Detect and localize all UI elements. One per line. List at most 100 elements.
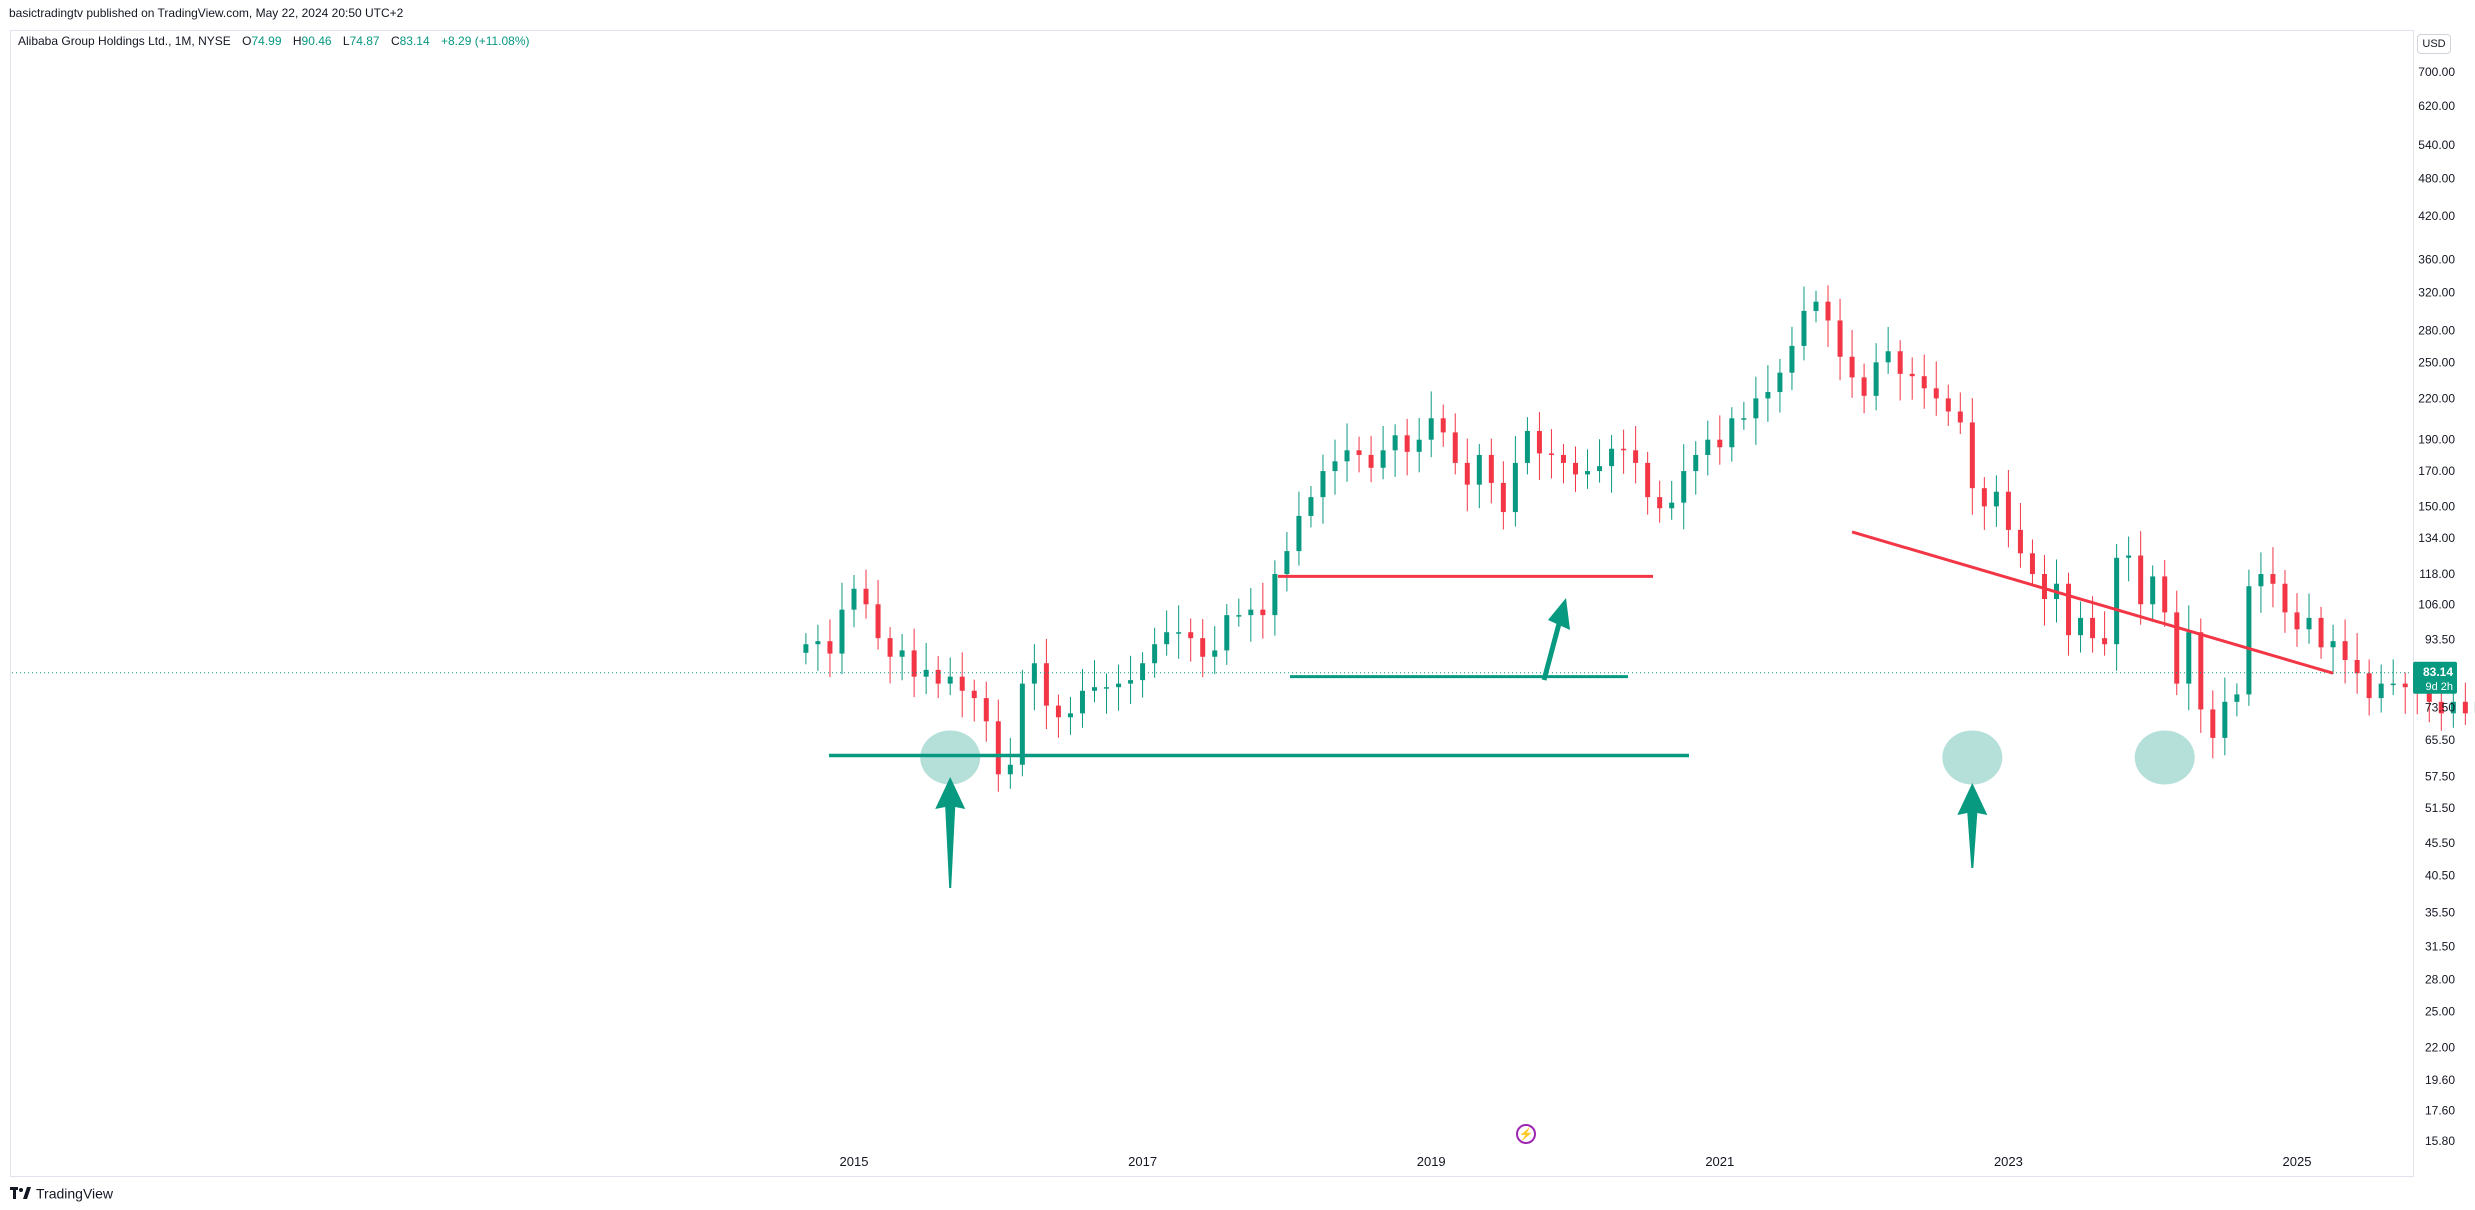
price-tick-label: 220.00	[2418, 391, 2455, 405]
candle-body	[1885, 351, 1891, 363]
price-tick-label: 19.60	[2425, 1073, 2455, 1087]
candle-body	[2366, 673, 2372, 699]
candle-body	[1705, 439, 1711, 455]
price-tick-label: 22.00	[2425, 1041, 2455, 1055]
candle-body	[1969, 422, 1975, 489]
candle-body	[1500, 482, 1506, 513]
candle-body	[1104, 687, 1110, 689]
candle-body	[1212, 650, 1218, 657]
year-tick-label: 2019	[1417, 1154, 1446, 1169]
candle-body	[1092, 687, 1097, 691]
candle-body	[1320, 471, 1326, 498]
price-tick-label: 250.00	[2418, 355, 2455, 369]
candle-body	[2462, 701, 2468, 714]
price-tag-box	[2413, 661, 2457, 694]
candle-body	[2114, 557, 2120, 645]
candle-body	[983, 698, 989, 722]
candle-body	[1344, 450, 1350, 462]
high-value: 90.46	[301, 34, 332, 48]
price-tick-label: 170.00	[2418, 464, 2455, 478]
candle-body	[1729, 418, 1735, 448]
candle-body	[899, 650, 905, 657]
candle-body	[863, 588, 869, 605]
candle-body	[1272, 574, 1278, 616]
price-tick-label: 40.50	[2425, 869, 2455, 883]
price-tick-label: 280.00	[2418, 323, 2455, 337]
candle-body	[1801, 310, 1807, 346]
candle-body	[1224, 615, 1230, 651]
drawings-group	[12, 530, 2412, 888]
price-tick-label: 420.00	[2418, 209, 2455, 223]
candle-body	[1861, 377, 1867, 396]
candle-body	[1645, 462, 1651, 498]
year-tick-label: 2023	[1994, 1154, 2023, 1169]
candle-body	[2210, 709, 2216, 738]
lightning-icon[interactable]: ⚡	[1516, 1124, 1536, 1144]
price-tick-label: 360.00	[2418, 253, 2455, 267]
candle-body	[2390, 683, 2396, 686]
candle-body	[1909, 373, 1915, 377]
year-tick-label: 2021	[1705, 1154, 1734, 1169]
close-value: 83.14	[399, 34, 430, 48]
year-tick-label: 2025	[2283, 1154, 2312, 1169]
highlight-circle	[2134, 730, 2195, 785]
candle-body	[1284, 551, 1290, 575]
candle-body	[1693, 454, 1699, 472]
candle-body	[2198, 632, 2204, 710]
time-axis: 2015201720192021202320252027202920312033…	[840, 1154, 2312, 1169]
candle-body	[1152, 644, 1158, 664]
currency-button[interactable]: USD	[2417, 34, 2451, 54]
candle-body	[2234, 694, 2240, 702]
open-label: O	[242, 34, 252, 48]
price-tick-label: 620.00	[2418, 99, 2455, 113]
candle-body	[1993, 491, 1999, 507]
price-tick-label: 73.50	[2425, 701, 2455, 715]
candle-body	[1753, 398, 1759, 419]
candle-body	[1849, 356, 1855, 378]
candle-body	[2090, 617, 2096, 639]
price-tick-label: 31.50	[2425, 939, 2455, 953]
candle-body	[1945, 398, 1951, 412]
candle-body	[959, 676, 965, 691]
candle-body	[947, 676, 953, 684]
candle-body	[2029, 553, 2035, 575]
candle-body	[1019, 683, 1025, 765]
candle-body	[1897, 351, 1903, 374]
year-tick-label: 2015	[840, 1154, 869, 1169]
candle-body	[827, 641, 833, 654]
candle-body	[2246, 586, 2252, 695]
candle-body	[1079, 690, 1085, 714]
candle-body	[1981, 488, 1987, 507]
price-tick-label: 480.00	[2418, 171, 2455, 185]
candle-body	[1067, 713, 1073, 718]
candle-body	[995, 721, 1001, 775]
candle-body	[1404, 435, 1410, 452]
candle-body	[2378, 683, 2384, 699]
candle-body	[2354, 659, 2360, 674]
candle-body	[1043, 663, 1049, 706]
close-label: C	[390, 34, 400, 48]
candle-body	[2294, 612, 2300, 630]
candle-body	[2342, 641, 2348, 660]
candle-body	[815, 641, 821, 645]
candle-body	[1837, 320, 1843, 357]
price-tick-label: 25.00	[2425, 1005, 2455, 1019]
breakout-arrow-head	[1548, 598, 1570, 630]
high-label: H	[292, 34, 302, 48]
symbol-title: Alibaba Group Holdings Ltd., 1M, NYSE	[18, 34, 231, 48]
candle-body	[2282, 583, 2288, 613]
candle-body	[1585, 471, 1591, 475]
candle-body	[1055, 705, 1061, 718]
candle-body	[2186, 632, 2192, 684]
candle-body	[971, 690, 977, 699]
symbol-legend: Alibaba Group Holdings Ltd., 1M, NYSE O7…	[18, 34, 530, 48]
candle-body	[1669, 502, 1675, 509]
candle-body	[1789, 345, 1795, 373]
price-tag-value: 83.14	[2423, 665, 2453, 679]
top-bar: basictradingtv published on TradingView.…	[0, 0, 2475, 30]
candle-body	[1380, 450, 1386, 468]
candle-body	[923, 669, 929, 677]
candle-body	[2450, 701, 2456, 714]
candle-body	[1813, 301, 1819, 311]
